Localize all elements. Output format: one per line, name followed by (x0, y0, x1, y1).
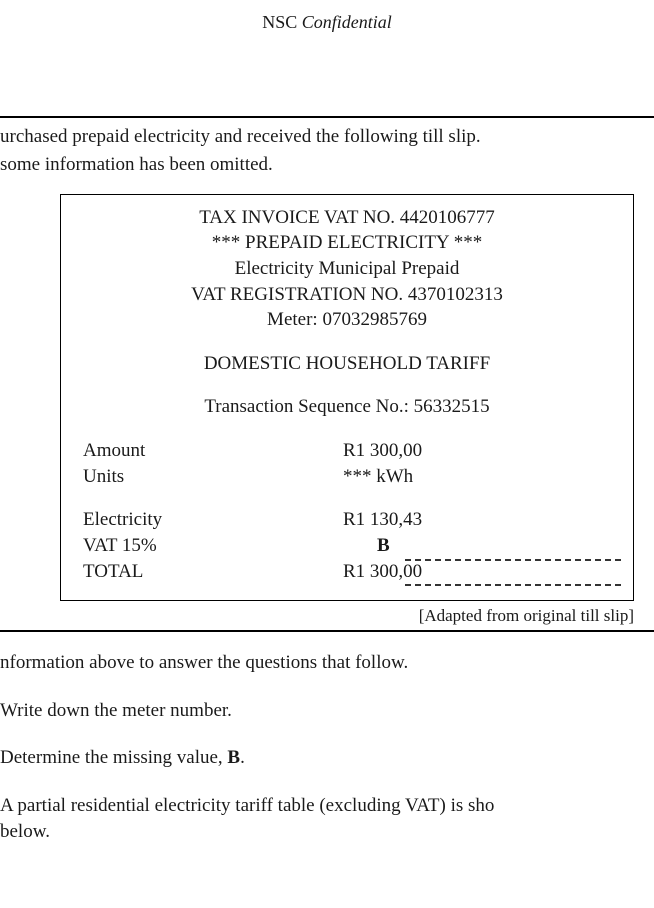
electricity-label: Electricity (83, 507, 343, 533)
questions-block: nformation above to answer the questions… (0, 632, 654, 844)
electricity-value: R1 130,43 (343, 507, 611, 533)
slip-txn: Transaction Sequence No.: 56332515 (83, 394, 611, 420)
question-2-b: B (227, 747, 240, 768)
units-label: Units (83, 464, 343, 490)
vat-value: B (343, 533, 611, 559)
slip-vat-reg: VAT REGISTRATION NO. 4370102313 (83, 282, 611, 308)
amount-value: R1 300,00 (343, 438, 611, 464)
header-confidential: Confidential (302, 12, 392, 32)
row-units: Units *** kWh (83, 464, 611, 490)
page-header: NSC Confidential (0, 0, 654, 40)
units-value: *** kWh (343, 464, 611, 490)
total-label: TOTAL (83, 559, 343, 585)
total-value: R1 300,00 (343, 559, 611, 585)
row-vat: VAT 15% B (83, 533, 611, 559)
vat-label: VAT 15% (83, 533, 343, 559)
intro-line-1: urchased prepaid electricity and receive… (0, 124, 654, 150)
slip-provider: Electricity Municipal Prepaid (83, 256, 611, 282)
row-amount: Amount R1 300,00 (83, 438, 611, 464)
row-electricity: Electricity R1 130,43 (83, 507, 611, 533)
intro-text: urchased prepaid electricity and receive… (0, 118, 654, 183)
till-slip: TAX INVOICE VAT NO. 4420106777 *** PREPA… (60, 194, 634, 602)
intro-line-2: some information has been omitted. (0, 152, 654, 178)
question-3-line2: below. (0, 821, 50, 842)
question-2: Determine the missing value, B. (0, 745, 654, 771)
questions-intro: nformation above to answer the questions… (0, 650, 654, 676)
row-total: TOTAL R1 300,00 (83, 559, 611, 585)
spacer (0, 40, 654, 116)
slip-tax-invoice: TAX INVOICE VAT NO. 4420106777 (83, 205, 611, 231)
slip-rows: Amount R1 300,00 Units *** kWh Electrici… (83, 438, 611, 584)
question-3: A partial residential electricity tariff… (0, 793, 654, 844)
header-nsc: NSC (262, 12, 297, 32)
question-2-pre: Determine the missing value, (0, 747, 227, 768)
question-3-line1: A partial residential electricity tariff… (0, 795, 494, 816)
question-2-post: . (240, 747, 245, 768)
amount-label: Amount (83, 438, 343, 464)
slip-container: TAX INVOICE VAT NO. 4420106777 *** PREPA… (0, 184, 654, 602)
attribution-text: [Adapted from original till slip] (0, 601, 654, 628)
slip-tariff: DOMESTIC HOUSEHOLD TARIFF (83, 351, 611, 377)
question-1: Write down the meter number. (0, 698, 654, 724)
slip-prepaid: *** PREPAID ELECTRICITY *** (83, 230, 611, 256)
slip-meter: Meter: 07032985769 (83, 307, 611, 333)
